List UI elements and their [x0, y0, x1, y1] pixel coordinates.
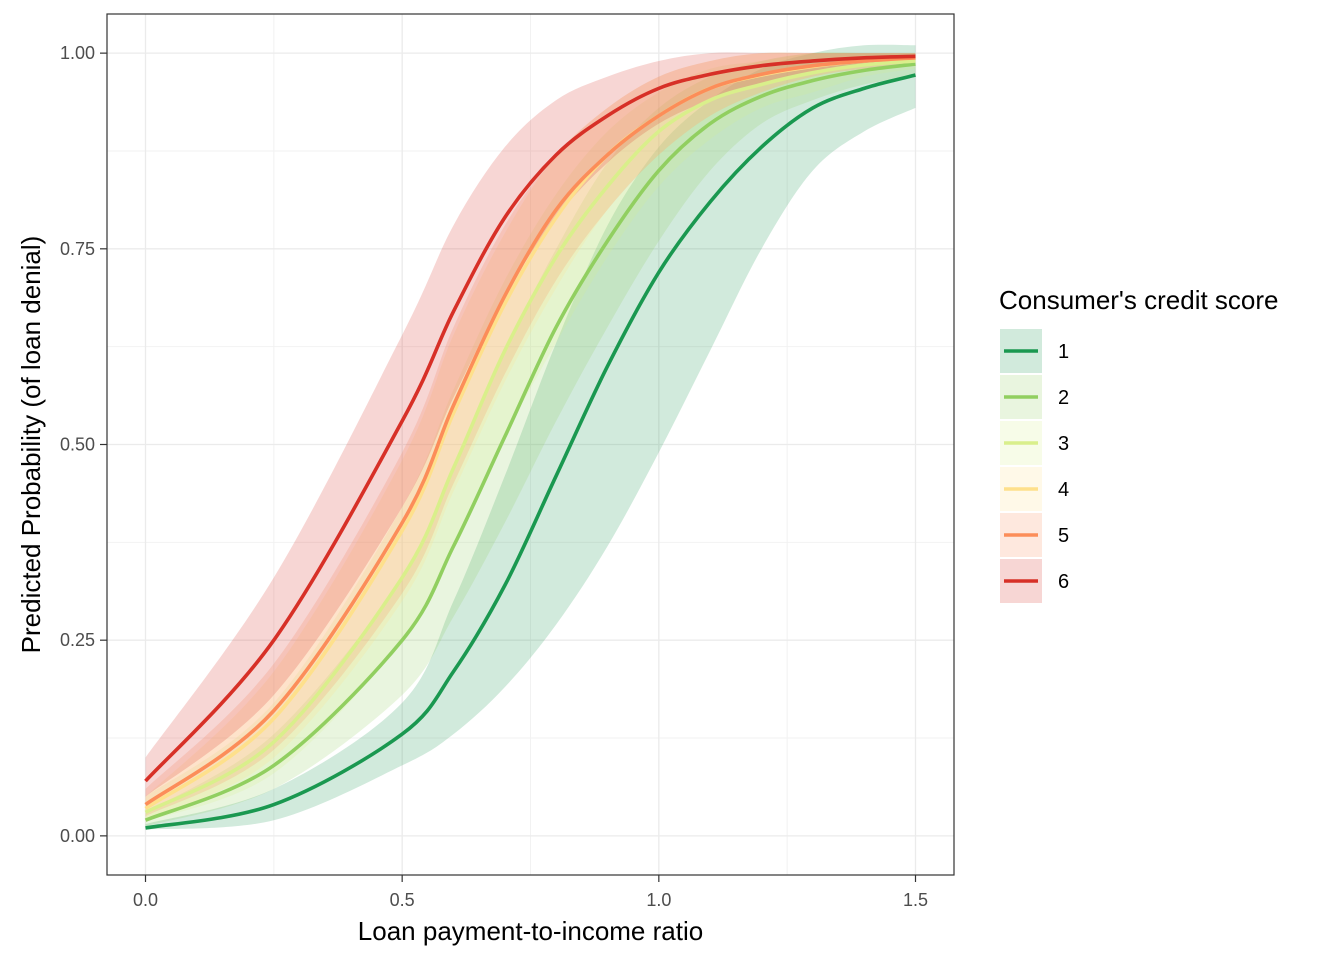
legend-label: 1 — [1058, 341, 1069, 363]
legend-item-1: 1 — [1000, 329, 1069, 373]
legend-item-5: 5 — [1000, 513, 1069, 557]
legend-title: Consumer's credit score — [999, 285, 1279, 315]
y-tick-label: 0.00 — [60, 826, 95, 846]
y-tick-label: 0.75 — [60, 239, 95, 259]
legend: Consumer's credit score 1 2 3 4 5 6 — [999, 285, 1279, 603]
plot-panel — [106, 13, 955, 876]
legend-item-2: 2 — [1000, 375, 1069, 419]
ribbon-series-6 — [145, 52, 916, 797]
legend-label: 5 — [1058, 525, 1069, 547]
y-tick-label: 0.25 — [60, 630, 95, 650]
ribbon-series-1 — [145, 44, 916, 830]
legend-item-4: 4 — [1000, 467, 1069, 511]
legend-label: 4 — [1058, 479, 1069, 501]
x-axis: 0.0 0.5 1.0 1.5 — [133, 875, 928, 910]
legend-label: 6 — [1058, 571, 1069, 593]
x-tick-label: 1.0 — [646, 890, 671, 910]
y-axis: 0.00 0.25 0.50 0.75 1.00 — [60, 43, 107, 846]
series-lines — [144, 54, 916, 830]
x-axis-title: Loan payment-to-income ratio — [358, 916, 703, 946]
legend-item-6: 6 — [1000, 559, 1069, 603]
x-tick-label: 0.5 — [390, 890, 415, 910]
line-series-5 — [144, 56, 916, 807]
ribbon-series-3 — [145, 52, 916, 822]
y-tick-label: 0.50 — [60, 435, 95, 455]
legend-items: 1 2 3 4 5 6 — [1000, 329, 1069, 603]
y-tick-label: 1.00 — [60, 43, 95, 63]
line-series-1 — [145, 73, 916, 830]
x-tick-label: 1.5 — [903, 890, 928, 910]
legend-label: 2 — [1058, 387, 1069, 409]
legend-item-3: 3 — [1000, 421, 1069, 465]
x-tick-label: 0.0 — [133, 890, 158, 910]
ribbon-series-2 — [145, 52, 916, 827]
line-series-6 — [144, 54, 916, 783]
line-series-2 — [144, 62, 916, 822]
legend-label: 3 — [1058, 433, 1069, 455]
line-series-3 — [144, 59, 916, 814]
y-axis-title: Predicted Probability (of loan denial) — [16, 236, 46, 654]
